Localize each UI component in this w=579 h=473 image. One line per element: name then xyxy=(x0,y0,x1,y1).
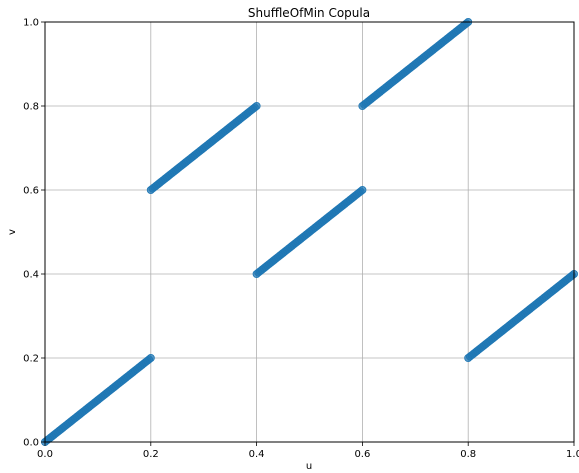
y-tick-label: 0.4 xyxy=(23,270,39,281)
segment-2 xyxy=(146,102,261,194)
data-point xyxy=(146,353,155,362)
plot-frame xyxy=(44,21,575,443)
y-tick-label: 0.6 xyxy=(23,186,39,197)
y-tick-label: 0.0 xyxy=(23,438,39,449)
segment-1 xyxy=(41,353,155,446)
y-tick-label: 0.8 xyxy=(23,102,39,113)
segment-4 xyxy=(358,17,473,111)
y-tick-label: 1.0 xyxy=(23,18,39,29)
x-axis-label: u xyxy=(306,461,312,472)
x-tick-label: 0.8 xyxy=(460,449,476,460)
x-tick-label: 0.6 xyxy=(354,449,370,460)
data-point xyxy=(358,185,367,194)
data-point xyxy=(252,102,261,111)
chart-title: ShuffleOfMin Copula xyxy=(248,6,370,20)
y-tick-label: 0.2 xyxy=(23,354,39,365)
x-tick-label: 0.2 xyxy=(143,449,159,460)
x-tick-label: 0.0 xyxy=(37,449,53,460)
segment-5 xyxy=(464,269,579,362)
x-tick-label: 0.4 xyxy=(249,449,265,460)
x-tick-label: 1.0 xyxy=(566,449,579,460)
data-points xyxy=(41,17,579,446)
y-axis-label: v xyxy=(7,229,18,235)
axis-ticks: 0.0 0.2 0.4 0.6 0.8 1.0 0.0 0.2 0.4 0.6 0.8 1.0 xyxy=(23,18,579,461)
segment-3 xyxy=(252,185,367,278)
